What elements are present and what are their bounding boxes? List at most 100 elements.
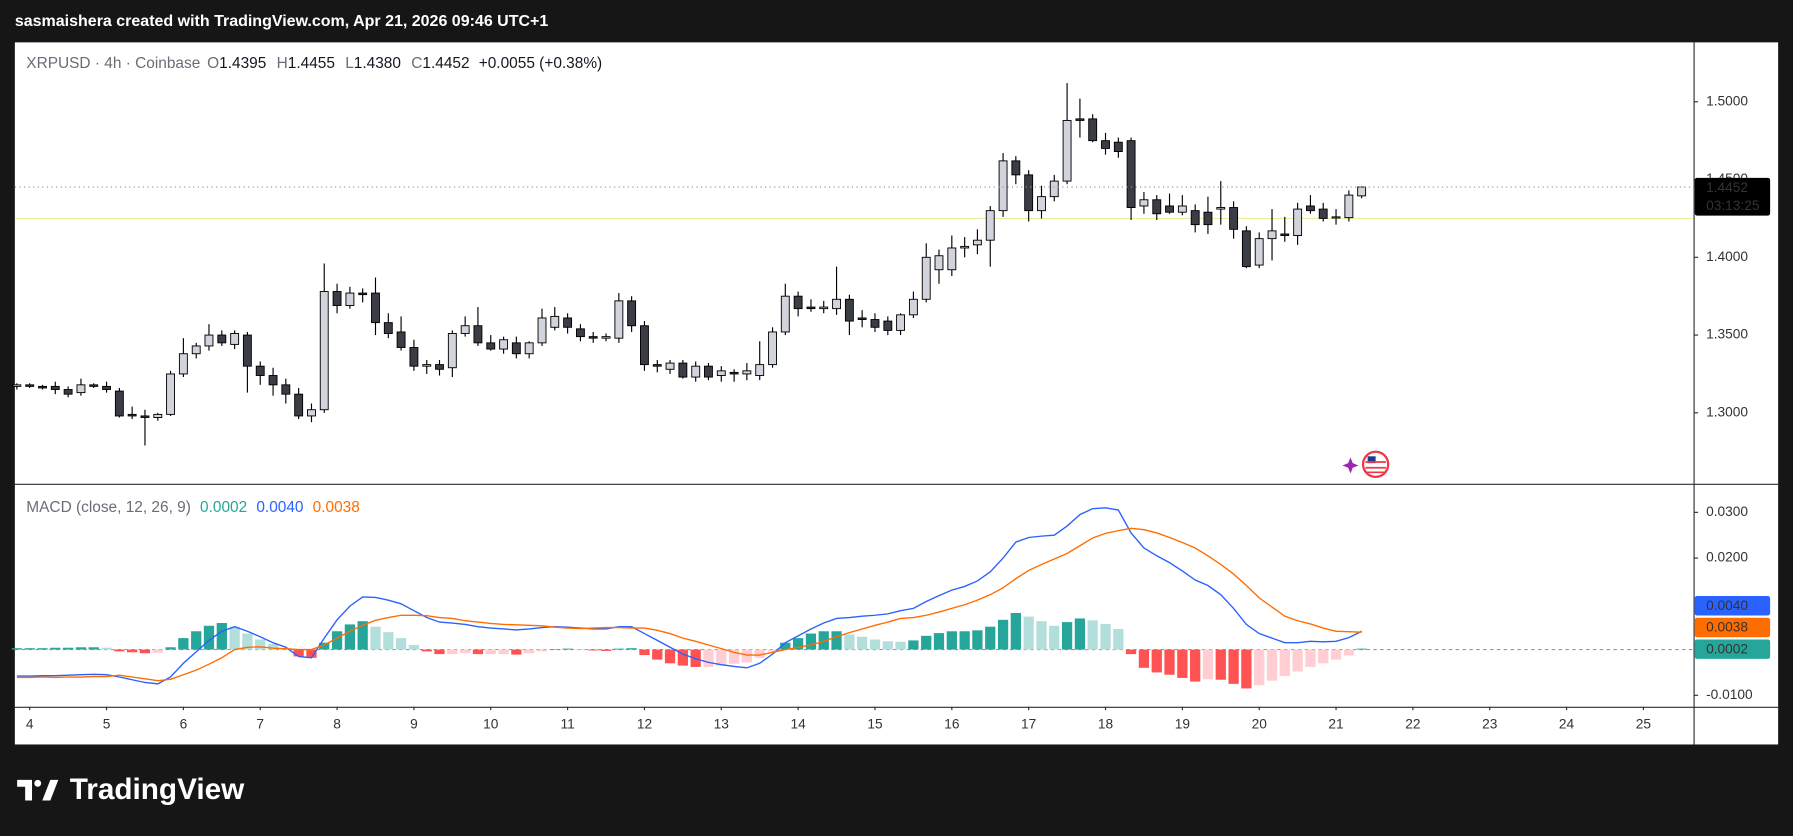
candle-body — [1113, 141, 1123, 153]
candle-body — [742, 370, 752, 375]
macd-legend: MACD (close, 12, 26, 9) 0.0002 0.0040 0.003… — [26, 499, 360, 516]
macd-histogram-bar — [267, 644, 279, 650]
macd-histogram-bar — [933, 633, 945, 650]
macd-histogram-bar — [1100, 623, 1111, 650]
ohlc-value: 1.4452 — [422, 55, 469, 72]
macd-line-value: 0.0038 — [313, 499, 360, 516]
x-tick-label: 21 — [1328, 717, 1343, 732]
candle-body — [178, 353, 188, 375]
ohlc-key: H — [277, 55, 288, 72]
candle-body — [460, 325, 470, 334]
macd-histogram-bar — [421, 649, 432, 652]
candle-body — [844, 298, 854, 322]
macd-histogram-bar — [639, 649, 650, 656]
macd-histogram-bar — [741, 649, 753, 663]
macd-histogram-bar — [408, 644, 420, 650]
logo-mark — [42, 779, 59, 801]
y-tick-label: 0.0200 — [1706, 550, 1748, 565]
candle-body — [1024, 174, 1034, 212]
macd-histogram-bar — [908, 640, 919, 650]
value-tag-label: 0.0040 — [1706, 598, 1748, 613]
macd-histogram-bar — [1228, 649, 1239, 684]
x-tick-label: 9 — [410, 717, 418, 732]
x-tick-label: 7 — [256, 717, 264, 732]
ohlc-value: 1.4380 — [354, 55, 401, 72]
macd-histogram-bar — [357, 621, 368, 650]
macd-histogram-bar — [549, 649, 560, 650]
candle-body — [819, 306, 829, 310]
macd-histogram-bar — [485, 649, 496, 655]
candle-body — [832, 298, 841, 310]
macd-histogram-bar — [652, 649, 663, 660]
y-tick-label: 1.3500 — [1706, 327, 1748, 342]
macd-histogram-bar — [1356, 648, 1367, 650]
candle-body — [780, 295, 790, 333]
candle-body — [1280, 233, 1290, 236]
macd-line — [16, 527, 1362, 682]
macd-histogram-bar — [728, 649, 740, 664]
candle-body — [678, 362, 688, 378]
candle-body — [435, 364, 444, 370]
candle-body — [153, 413, 163, 418]
candle-body — [255, 365, 265, 376]
candle-body — [652, 364, 662, 367]
macd-histogram-bar — [1190, 649, 1201, 682]
candle-body — [307, 409, 316, 417]
candle-body — [242, 334, 252, 367]
macd-histogram-bar — [1279, 649, 1290, 677]
macd-histogram-bar — [203, 625, 215, 650]
macd-title: MACD (close, 12, 26, 9) — [26, 499, 191, 516]
candle-body — [76, 384, 86, 394]
macd-histogram-bar — [152, 649, 163, 653]
macd-histogram-bar — [11, 648, 22, 650]
macd-histogram-bar — [703, 649, 714, 667]
macd-histogram-bar — [664, 649, 676, 664]
candle-body — [537, 317, 547, 344]
x-tick-label: 17 — [1021, 717, 1036, 732]
candle-body — [1075, 118, 1085, 121]
macd-histogram-bar — [1266, 649, 1278, 681]
macd-histogram-bar — [997, 619, 1009, 650]
candle-body — [1267, 230, 1277, 240]
logo-mark — [17, 779, 33, 801]
candle-body — [755, 364, 765, 376]
macd-histogram-bar — [24, 648, 35, 650]
y-tick-label: 1.4000 — [1706, 249, 1748, 264]
macd-histogram-bar — [1113, 628, 1124, 650]
macd-histogram-bar — [114, 649, 125, 652]
brand-name: TradingView — [70, 773, 245, 806]
macd-histogram-bar — [1151, 649, 1162, 673]
candle-body — [230, 333, 240, 345]
symbol: XRPUSD · 4h · Coinbase — [26, 55, 200, 72]
macd-histogram-bar — [562, 648, 573, 650]
candle-body — [1101, 140, 1110, 149]
x-tick-label: 8 — [333, 717, 341, 732]
macd-histogram-bar — [716, 649, 727, 666]
macd-histogram-bar — [344, 624, 356, 650]
candle-body — [127, 413, 137, 417]
macd-histogram-bar — [869, 639, 881, 650]
candle-body — [806, 306, 816, 310]
macd-histogram-bar — [831, 631, 842, 650]
candle-body — [1216, 207, 1226, 210]
candle-body — [691, 365, 701, 378]
candle-body — [934, 255, 944, 271]
macd-histogram-bar — [242, 633, 253, 650]
macd-histogram-bar — [319, 642, 330, 650]
value-tag — [1694, 617, 1771, 638]
macd-line-value: 0.0040 — [256, 499, 303, 516]
macd-histogram-bar — [1292, 649, 1303, 672]
candle-body — [217, 334, 227, 344]
macd-histogram-bar — [472, 649, 484, 655]
last-price-tag — [1694, 177, 1771, 216]
candle-body — [371, 292, 380, 324]
candle-body — [1229, 207, 1239, 230]
candle-body — [473, 325, 483, 344]
candle-body — [883, 320, 893, 331]
candle-body — [1152, 199, 1162, 215]
macd-histogram-bar — [844, 634, 855, 650]
value-tag-label: 0.0038 — [1706, 620, 1748, 635]
candle-body — [1062, 119, 1072, 182]
macd-histogram-bar — [37, 648, 48, 650]
x-tick-label: 12 — [637, 717, 652, 732]
